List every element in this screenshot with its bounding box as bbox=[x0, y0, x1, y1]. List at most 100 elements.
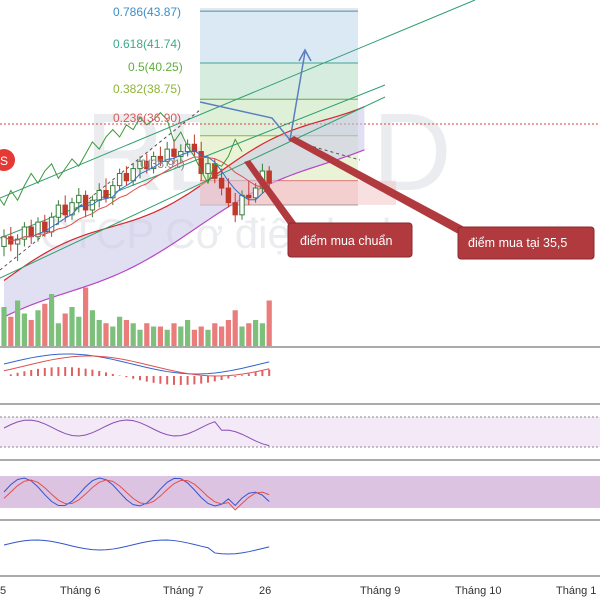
sell-badge-text: S bbox=[0, 154, 8, 168]
lagging-span bbox=[0, 111, 243, 207]
stochastic-panel bbox=[0, 476, 600, 511]
callout-pointer bbox=[288, 136, 470, 236]
candle-body bbox=[103, 190, 109, 199]
volume-bar bbox=[1, 307, 7, 346]
callout-standard-buy-text: điểm mua chuẩn bbox=[300, 234, 392, 248]
candle-body bbox=[150, 155, 157, 170]
dashed-trend bbox=[0, 109, 201, 271]
x-tick-label: 26 bbox=[259, 585, 271, 597]
volume-bar bbox=[246, 323, 252, 346]
volume-bar bbox=[239, 326, 245, 346]
volume-bar bbox=[266, 300, 272, 346]
volume-bars bbox=[1, 287, 272, 346]
volume-bar bbox=[137, 329, 143, 346]
volume-bar bbox=[205, 329, 211, 346]
arrow-head bbox=[298, 48, 312, 62]
volume-bar bbox=[83, 287, 89, 346]
candle-body bbox=[96, 190, 102, 201]
candle-body bbox=[157, 155, 164, 162]
candle-body bbox=[266, 170, 272, 184]
candle-body bbox=[35, 221, 41, 238]
x-axis: 5 Tháng 6 Tháng 7 26 Tháng 9 Tháng 10 Th… bbox=[0, 585, 596, 597]
candle-body bbox=[225, 187, 232, 204]
callout-buy-at-35-5: điểm mua tại 35,5 bbox=[457, 226, 595, 260]
candle-body bbox=[171, 148, 177, 157]
fib-label-0382: 0.382(38.75) bbox=[113, 82, 181, 96]
volume-bar bbox=[89, 310, 95, 346]
ichimoku-cloud bbox=[3, 106, 396, 318]
volume-bar bbox=[219, 326, 225, 346]
candle-body bbox=[232, 202, 238, 216]
candle-body bbox=[48, 216, 55, 233]
fib-label-0236: 0.236(36.90) bbox=[113, 111, 181, 125]
candle-body bbox=[123, 172, 130, 182]
volume-bar bbox=[123, 320, 129, 346]
volume-bar bbox=[253, 320, 259, 346]
candle-body bbox=[82, 194, 89, 211]
fib-zone bbox=[200, 8, 358, 12]
macd-panel bbox=[3, 353, 271, 385]
span-a bbox=[3, 106, 365, 282]
volume-bar bbox=[110, 326, 116, 346]
volume-bar bbox=[232, 310, 238, 346]
ma-line bbox=[3, 150, 270, 241]
candle-body bbox=[144, 160, 150, 170]
candle-body bbox=[116, 172, 123, 187]
volume-bar bbox=[21, 313, 27, 346]
candle-body bbox=[246, 194, 252, 199]
volume-bar bbox=[117, 316, 123, 346]
candle-body bbox=[164, 148, 170, 162]
candle-body bbox=[21, 226, 28, 240]
oscillator-panel bbox=[3, 539, 270, 555]
candle-body bbox=[252, 187, 259, 199]
volume-bar bbox=[8, 316, 14, 346]
rsi-panel bbox=[0, 416, 600, 448]
volume-bar bbox=[28, 320, 34, 346]
candle-body bbox=[55, 204, 62, 218]
volume-bar bbox=[225, 320, 231, 346]
projection-arrow bbox=[199, 51, 306, 142]
fib-label-0618: 0.618(41.74) bbox=[113, 37, 181, 51]
stoch-d bbox=[3, 479, 270, 511]
volume-bar bbox=[62, 313, 68, 346]
channel-lower bbox=[0, 96, 386, 279]
volume-bar bbox=[198, 326, 204, 346]
rsi-band bbox=[0, 417, 600, 447]
volume-bar bbox=[76, 316, 82, 346]
candle-body bbox=[62, 204, 68, 216]
volume-bar bbox=[15, 300, 21, 346]
candle-body bbox=[110, 185, 116, 199]
fibonacci-labels: 0.786(43.87) 0.618(41.74) 0.5(40.25) 0.3… bbox=[113, 5, 185, 171]
macd-line bbox=[3, 353, 270, 375]
candle-body bbox=[198, 151, 204, 174]
callout-standard-buy: điểm mua chuẩn bbox=[287, 222, 413, 258]
x-tick-label: 5 bbox=[0, 585, 6, 597]
volume-bar bbox=[130, 323, 136, 346]
stoch-k bbox=[3, 477, 270, 507]
candle-body bbox=[137, 160, 143, 170]
volume-bar bbox=[103, 323, 109, 346]
candle-body bbox=[218, 177, 225, 189]
volume-bar bbox=[171, 323, 177, 346]
candle-body bbox=[212, 163, 218, 179]
span-b bbox=[3, 149, 365, 318]
volume-bar bbox=[185, 320, 191, 346]
volume-bar bbox=[69, 307, 75, 346]
volume-bar bbox=[259, 323, 265, 346]
callout-pointer bbox=[244, 160, 300, 230]
rsi-line bbox=[3, 419, 270, 447]
volume-bar bbox=[178, 326, 184, 346]
x-tick-label: Tháng 9 bbox=[360, 585, 400, 597]
osc-line bbox=[3, 539, 270, 555]
fib-label-0: 0(35.91) bbox=[140, 157, 185, 171]
volume-bar bbox=[55, 323, 61, 346]
candle-body bbox=[28, 226, 34, 238]
fib-zone bbox=[200, 11, 358, 63]
fib-zone bbox=[200, 62, 358, 100]
volume-bar bbox=[157, 326, 163, 346]
candle-body bbox=[239, 194, 245, 216]
volume-bar bbox=[164, 329, 170, 346]
fib-base-zone bbox=[200, 180, 396, 205]
stoch-band bbox=[0, 476, 600, 508]
